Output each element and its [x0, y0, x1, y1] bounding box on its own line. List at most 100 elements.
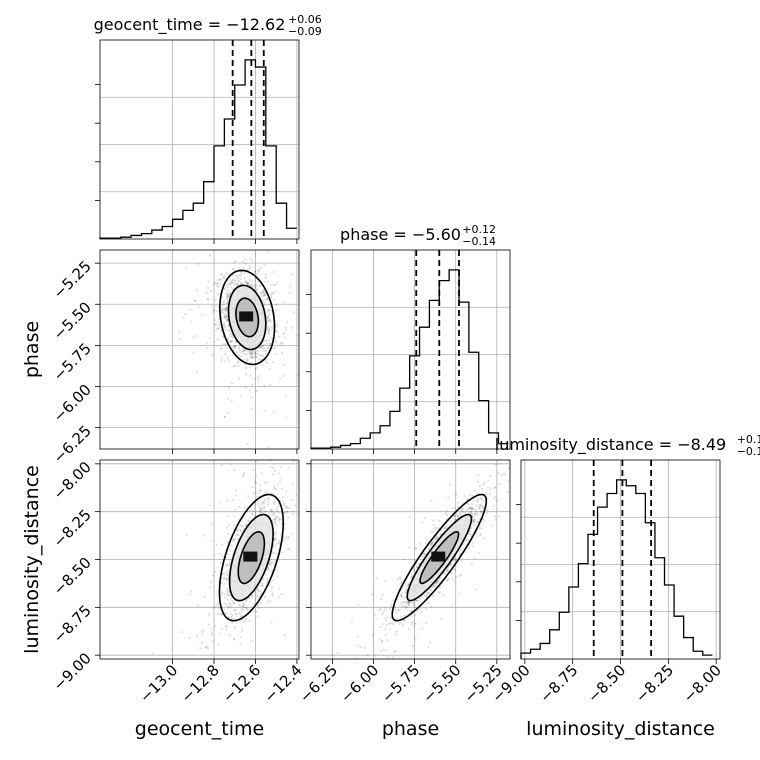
scatter-point: [444, 512, 447, 515]
scatter-point: [465, 509, 468, 512]
x-tick-label: −13.0: [136, 661, 181, 706]
scatter-point: [375, 577, 378, 580]
scatter-point: [452, 579, 455, 582]
scatter-point: [220, 310, 223, 313]
scatter-point: [228, 334, 232, 337]
scatter-point: [237, 280, 240, 283]
scatter-point: [221, 296, 224, 299]
scatter-point: [263, 505, 266, 508]
scatter-point: [226, 294, 229, 298]
scatter-point: [232, 348, 235, 351]
scatter-point: [465, 538, 468, 541]
x-tick-label: −8.00: [680, 661, 725, 706]
scatter-point: [427, 547, 430, 550]
scatter-point: [473, 508, 477, 511]
scatter-point: [262, 584, 265, 587]
scatter-point: [374, 617, 378, 620]
scatter-point: [254, 353, 257, 356]
scatter-point: [258, 590, 261, 593]
scatter-point: [259, 346, 262, 349]
scatter-point: [266, 329, 269, 332]
scatter-point: [381, 593, 384, 596]
scatter-point: [252, 284, 256, 287]
scatter-point: [288, 547, 291, 550]
scatter-point: [277, 335, 281, 338]
scatter-point: [427, 646, 430, 649]
scatter-point: [491, 524, 494, 527]
scatter-point: [492, 497, 495, 500]
scatter-point: [261, 353, 264, 356]
scatter-point: [212, 307, 216, 310]
scatter-point: [232, 278, 235, 281]
scatter-point: [229, 605, 232, 608]
scatter-point: [266, 327, 269, 331]
scatter-point: [286, 510, 289, 513]
scatter-point: [259, 489, 262, 492]
scatter-point: [185, 267, 188, 270]
density-peak: [239, 311, 254, 322]
scatter-point: [256, 272, 259, 275]
scatter-point: [412, 604, 415, 607]
scatter-point: [243, 349, 246, 352]
scatter-point: [494, 518, 497, 521]
scatter-point: [206, 298, 209, 301]
scatter-point: [477, 473, 480, 477]
scatter-point: [267, 316, 270, 319]
scatter-point: [213, 605, 216, 608]
scatter-point: [456, 514, 459, 518]
x-tick-label: −12.8: [178, 661, 223, 706]
scatter-point: [280, 477, 283, 480]
scatter-point: [219, 501, 222, 504]
scatter-point: [275, 304, 278, 307]
scatter-point: [493, 515, 497, 518]
scatter-point: [254, 270, 257, 273]
scatter-point: [254, 490, 257, 493]
scatter-point: [410, 614, 413, 618]
scatter-point: [274, 517, 277, 520]
scatter-point: [426, 591, 429, 594]
scatter-point: [225, 315, 229, 319]
scatter-point: [267, 498, 270, 501]
scatter-point: [503, 473, 506, 476]
scatter-point: [226, 319, 229, 322]
scatter-point: [389, 607, 392, 611]
scatter-point: [453, 507, 456, 510]
scatter-point: [261, 355, 265, 358]
scatter-point: [218, 282, 222, 285]
scatter-point: [225, 318, 228, 321]
scatter-point: [246, 282, 249, 285]
scatter-point: [267, 345, 270, 348]
scatter-point: [435, 534, 439, 538]
scatter-point: [214, 281, 217, 284]
scatter-point: [223, 321, 226, 324]
scatter-point: [288, 285, 291, 288]
scatter-point: [257, 269, 260, 272]
scatter-point: [233, 468, 236, 471]
scatter-point: [405, 588, 408, 591]
scatter-point: [245, 607, 248, 610]
scatter-point: [208, 337, 212, 340]
scatter-point: [263, 293, 267, 297]
scatter-point: [382, 611, 385, 614]
scatter-point: [474, 520, 477, 523]
scatter-point: [213, 570, 217, 573]
scatter-point: [203, 595, 206, 599]
scatter-point: [268, 562, 271, 565]
scatter-point: [458, 574, 461, 577]
scatter-point: [471, 545, 474, 548]
scatter-point: [255, 288, 259, 291]
scatter-point: [245, 358, 248, 361]
scatter-point: [218, 552, 221, 555]
scatter-point: [467, 538, 470, 542]
scatter-point: [252, 509, 255, 513]
scatter-point: [246, 349, 249, 352]
scatter-point: [189, 593, 192, 596]
scatter-point: [231, 274, 235, 277]
scatter-point: [285, 328, 288, 332]
scatter-point: [255, 460, 258, 463]
scatter-point: [278, 472, 281, 475]
scatter-point: [258, 489, 261, 493]
scatter-point: [216, 613, 219, 616]
scatter-point: [251, 349, 254, 353]
scatter-point: [224, 343, 227, 346]
